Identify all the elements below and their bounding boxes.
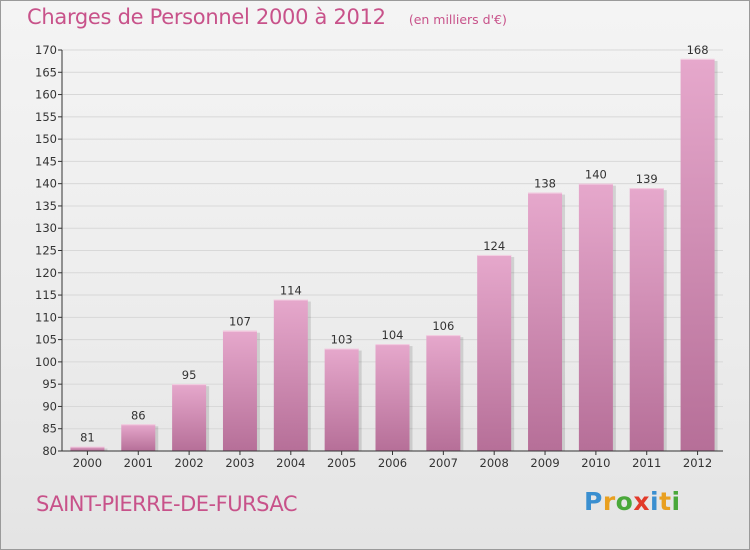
y-tick-label: 160	[35, 88, 57, 102]
data-label: 107	[229, 315, 251, 329]
y-tick-label: 80	[42, 444, 57, 458]
y-tick-label: 165	[35, 65, 57, 79]
y-tick-label: 135	[35, 199, 57, 213]
y-tick-label: 110	[35, 310, 57, 324]
data-label: 103	[331, 333, 353, 347]
bar	[324, 348, 359, 451]
x-tick-label: 2009	[530, 456, 559, 470]
y-tick-label: 150	[35, 132, 57, 146]
logo-letter: i	[671, 487, 681, 516]
data-label: 138	[534, 177, 556, 191]
bar	[273, 299, 308, 451]
y-tick-label: 125	[35, 244, 57, 258]
y-tick-label: 120	[35, 266, 57, 280]
x-tick-label: 2000	[73, 456, 102, 470]
bar	[680, 58, 715, 452]
data-label: 104	[382, 328, 404, 342]
chart-subtitle: (en milliers d'€)	[408, 12, 507, 27]
chart-title: Charges de Personnel 2000 à 2012	[27, 5, 386, 29]
x-tick-label: 2005	[327, 456, 356, 470]
bar	[70, 446, 105, 451]
data-label: 81	[80, 431, 95, 445]
y-tick-label: 90	[42, 399, 57, 413]
data-label: 86	[131, 408, 146, 422]
bar	[477, 254, 512, 451]
logo-letter: t	[659, 487, 672, 516]
x-tick-label: 2001	[124, 456, 153, 470]
y-tick-label: 140	[35, 177, 57, 191]
title-row: Charges de Personnel 2000 à 2012 (en mil…	[27, 5, 507, 29]
bar	[629, 188, 664, 451]
bar	[121, 424, 156, 451]
x-tick-label: 2002	[174, 456, 203, 470]
logo-letter: i	[650, 487, 660, 516]
bar	[375, 344, 410, 451]
data-label: 114	[280, 284, 302, 298]
y-tick-label: 170	[35, 43, 57, 57]
data-label: 95	[182, 368, 197, 382]
x-tick-label: 2011	[632, 456, 661, 470]
data-label: 106	[432, 319, 454, 333]
y-tick-label: 130	[35, 221, 57, 235]
y-tick-label: 95	[42, 377, 57, 391]
data-label: 168	[687, 43, 709, 57]
logo-letter: r	[602, 487, 616, 516]
bar	[426, 335, 461, 451]
x-tick-label: 2003	[225, 456, 254, 470]
x-tick-label: 2006	[378, 456, 407, 470]
x-tick-label: 2008	[480, 456, 509, 470]
x-tick-label: 2012	[683, 456, 712, 470]
bar	[578, 183, 613, 451]
proxiti-logo: Proxiti	[584, 487, 681, 516]
y-tick-label: 115	[35, 288, 57, 302]
bar	[172, 384, 207, 451]
bar	[528, 192, 563, 452]
commune-name: SAINT-PIERRE-DE-FURSAC	[36, 492, 298, 516]
y-tick-label: 155	[35, 110, 57, 124]
y-tick-label: 145	[35, 154, 57, 168]
data-label: 140	[585, 168, 607, 182]
data-label: 124	[483, 239, 505, 253]
x-tick-label: 2007	[429, 456, 458, 470]
x-tick-label: 2010	[581, 456, 610, 470]
x-tick-label: 2004	[276, 456, 305, 470]
logo-letter: x	[633, 487, 650, 516]
logo-letter: o	[615, 487, 634, 516]
y-tick-label: 100	[35, 355, 57, 369]
data-label: 139	[636, 172, 658, 186]
y-tick-label: 85	[42, 422, 57, 436]
logo-letter: P	[584, 487, 603, 516]
y-tick-label: 105	[35, 333, 57, 347]
bar	[222, 330, 257, 451]
